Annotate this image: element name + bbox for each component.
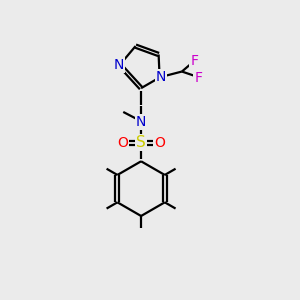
- Text: F: F: [194, 71, 202, 85]
- Text: S: S: [136, 135, 146, 150]
- Text: O: O: [117, 136, 128, 150]
- Text: O: O: [154, 136, 165, 150]
- Text: N: N: [156, 70, 166, 85]
- Text: N: N: [136, 116, 146, 129]
- Text: N: N: [113, 58, 124, 72]
- Text: F: F: [190, 54, 198, 68]
